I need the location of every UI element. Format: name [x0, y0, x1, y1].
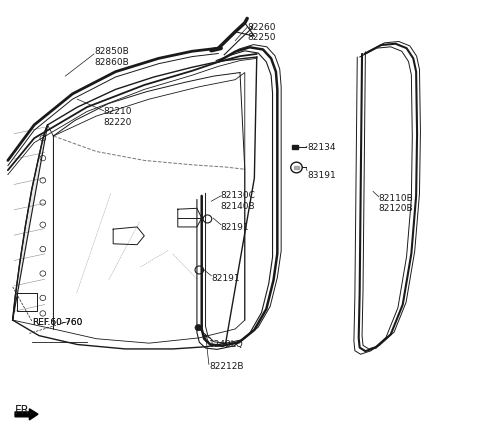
Text: 1249LQ: 1249LQ: [209, 340, 244, 349]
Polygon shape: [15, 409, 38, 420]
Text: 82191: 82191: [211, 274, 240, 283]
Text: 82134: 82134: [307, 143, 336, 152]
Text: REF.60-760: REF.60-760: [32, 318, 82, 327]
Text: 82130C
82140B: 82130C 82140B: [221, 191, 256, 211]
Polygon shape: [292, 145, 299, 150]
Text: REF.60-760: REF.60-760: [32, 318, 82, 327]
Text: 82850B
82860B: 82850B 82860B: [94, 47, 129, 67]
Text: 83191: 83191: [307, 171, 336, 181]
Text: 82260
82250: 82260 82250: [247, 23, 276, 42]
Polygon shape: [12, 125, 48, 320]
Text: 82212B: 82212B: [209, 362, 243, 371]
Text: 82191: 82191: [221, 222, 250, 231]
Text: 82110B
82120B: 82110B 82120B: [379, 194, 414, 213]
Circle shape: [195, 324, 202, 331]
Text: FR.: FR.: [15, 405, 33, 417]
Text: 82210
82220: 82210 82220: [104, 107, 132, 126]
